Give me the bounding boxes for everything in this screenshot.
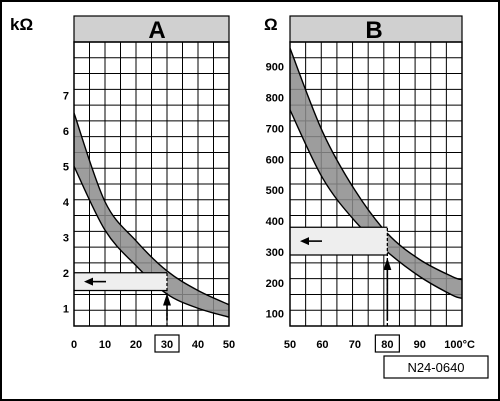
reading-up-arrow-icon [163,293,171,306]
y-tick-label: 3 [63,232,69,244]
y-tick-label: 6 [63,126,69,138]
x-tick-label: 80 [381,339,393,351]
reading-left-arrow-icon [84,277,93,286]
x-tick-label: 10 [99,339,111,351]
y-tick-label: 500 [266,185,284,197]
panel-a: A kΩ 1 2 3 4 5 6 7 0 10 20 30 40 50 [10,15,235,353]
y-tick-label: 600 [266,154,284,166]
panel-a-title: A [148,17,165,44]
panel-b-title: B [365,17,382,44]
panel-b-header [289,15,463,43]
reading-x-box [154,334,180,353]
x-tick-label: 100°C [444,339,475,351]
panel-a-plot-frame [73,41,230,327]
x-tick-label: 70 [349,339,361,351]
panel-b: B Ω 100 200 300 400 500 600 700 800 900 50 60 70 80… [264,15,475,353]
y-tick-label: 7 [63,90,69,102]
reading-up-arrow-icon [383,258,392,270]
figure-code: N24-0640 [407,360,464,375]
y-tick-label: 5 [63,161,69,173]
y-tick-label: 1 [63,303,69,315]
reading-range-fill [74,272,167,291]
panel-b-x-ticks: 50 60 70 80 90 100°C [284,334,475,353]
x-tick-label: 90 [414,339,426,351]
band-upper-curve [74,112,229,306]
panel-b-unit-label: Ω [264,15,278,34]
x-tick-label: 50 [284,339,296,351]
panel-a-reading [74,272,171,326]
y-tick-label: 100 [266,309,284,321]
x-tick-label: 30 [161,339,173,351]
x-tick-label: 40 [192,339,204,351]
panel-a-y-ticks: 1 2 3 4 5 6 7 [63,90,70,315]
y-tick-label: 2 [63,268,69,280]
y-tick-label: 200 [266,278,284,290]
panel-b-plot-frame [289,41,463,327]
panel-a-unit-label: kΩ [10,15,33,34]
panel-a-x-ticks: 0 10 20 30 40 50 [71,334,235,353]
panel-b-reading [290,226,392,326]
reading-left-arrow-icon [300,237,309,246]
y-tick-label: 700 [266,123,284,135]
x-tick-label: 60 [316,339,328,351]
y-tick-label: 900 [266,62,284,74]
x-tick-label: 20 [130,339,142,351]
panel-a-header [73,15,230,43]
panel-b-y-ticks: 100 200 300 400 500 600 700 800 900 [266,62,284,321]
reading-x-box [374,334,400,353]
y-tick-label: 800 [266,93,284,105]
y-tick-label: 400 [266,216,284,228]
x-tick-label: 0 [71,339,77,351]
y-tick-label: 4 [63,197,70,209]
figure-code-box [383,355,489,379]
y-tick-label: 300 [266,247,284,259]
x-tick-label: 50 [223,339,235,351]
